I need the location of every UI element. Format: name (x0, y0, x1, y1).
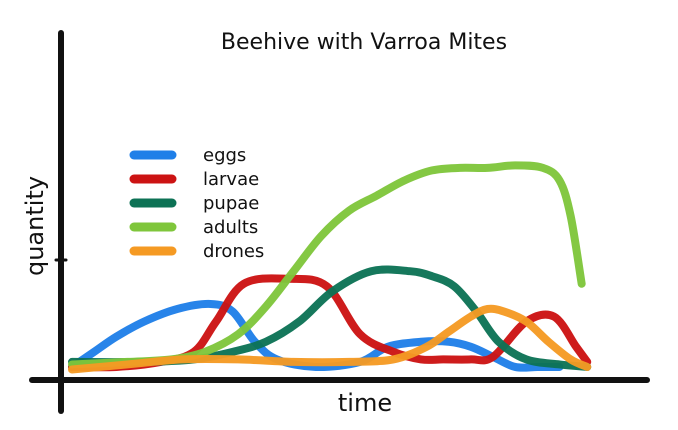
y-axis-label: quantity (21, 176, 49, 276)
series-line-drones (68, 304, 592, 374)
legend-label-larvae: larvae (203, 169, 259, 190)
series-layer (68, 161, 592, 374)
chart-title: Beehive with Varroa Mites (221, 30, 507, 55)
legend-label-pupae: pupae (203, 193, 259, 214)
x-axis-label: time (338, 389, 392, 417)
legend: eggs larvae pupae adults drones (129, 145, 264, 262)
legend-label-adults: adults (203, 217, 258, 238)
legend-label-drones: drones (203, 241, 264, 262)
series-line-adults (68, 161, 586, 369)
legend-label-eggs: eggs (203, 145, 246, 166)
